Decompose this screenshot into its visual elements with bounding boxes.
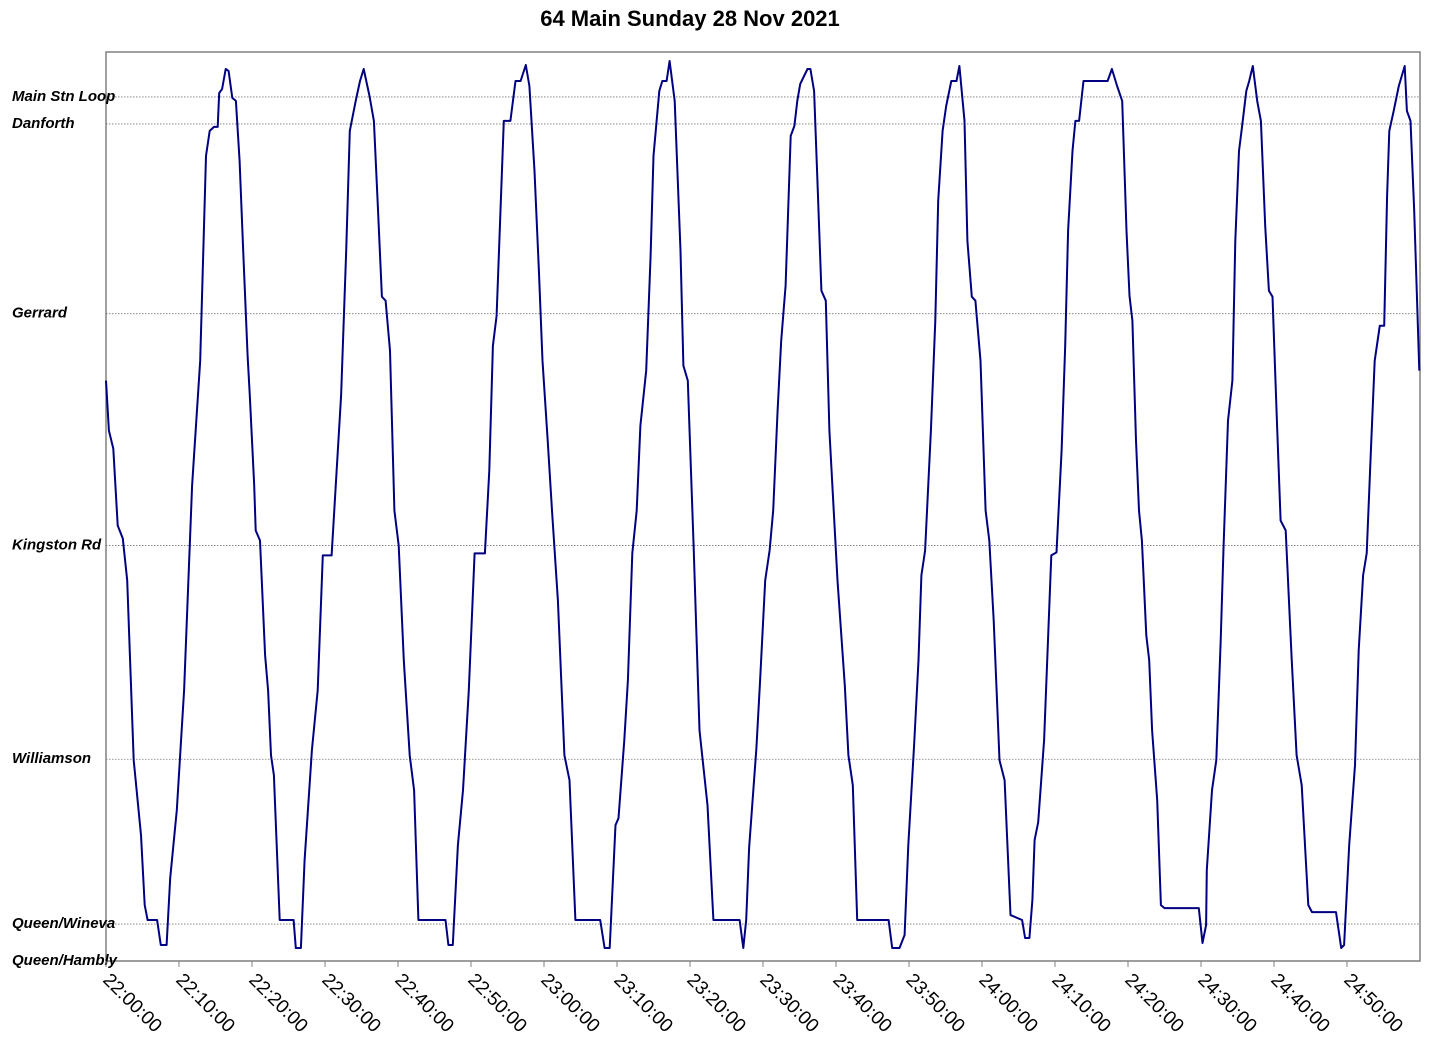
y-tick-label: Gerrard	[12, 305, 68, 322]
y-tick-label: Williamson	[12, 750, 91, 767]
y-tick-label: Queen/Hambly	[12, 952, 118, 969]
data-line	[105, 60, 1421, 949]
y-tick-label: Danforth	[12, 115, 75, 132]
chart-title: 64 Main Sunday 28 Nov 2021	[540, 6, 840, 31]
y-tick-label: Queen/Wineva	[12, 915, 115, 932]
y-tick-label: Main Stn Loop	[12, 88, 115, 105]
y-tick-label: Kingston Rd	[12, 536, 102, 553]
